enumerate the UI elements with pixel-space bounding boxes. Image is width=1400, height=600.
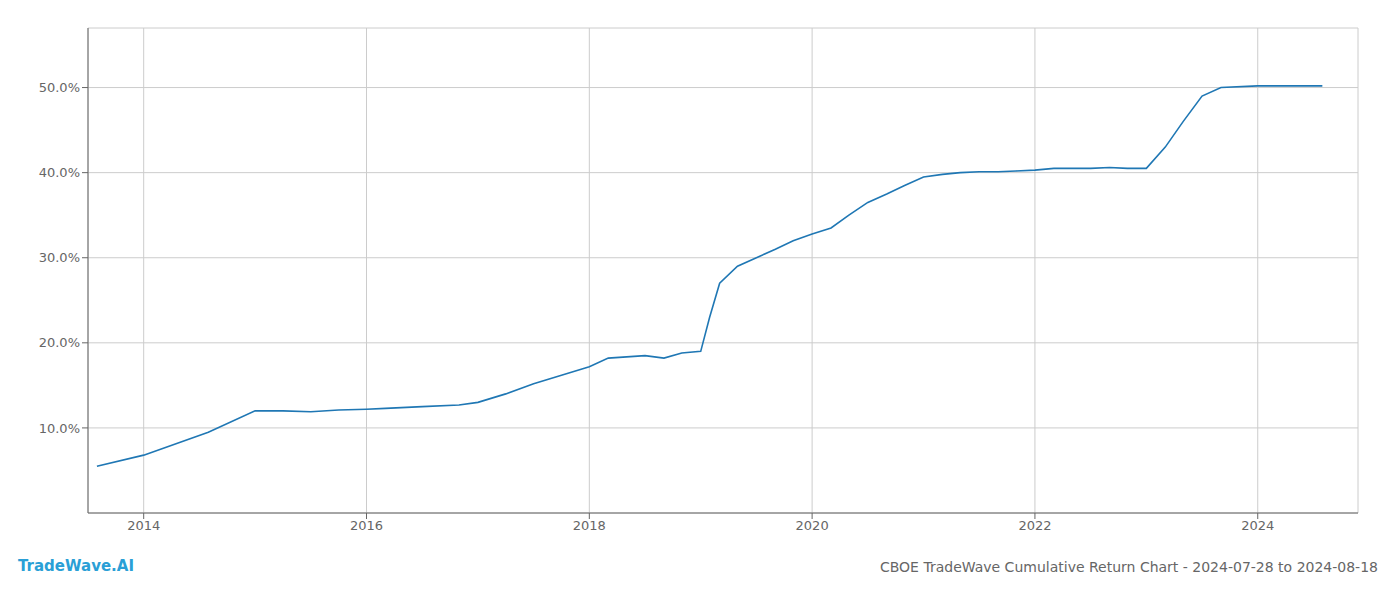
html-text:TradeWave.AI: TradeWave.AI	[18, 557, 134, 575]
html-text:CBOE TradeWave Cumulative Retu: CBOE TradeWave Cumulative Return Chart -…	[880, 559, 1378, 575]
svg-text:30.0%: 30.0%	[39, 250, 80, 265]
svg-text:10.0%: 10.0%	[39, 421, 80, 436]
svg-text:2014: 2014	[127, 518, 160, 533]
svg-text:2020: 2020	[796, 518, 829, 533]
svg-text:50.0%: 50.0%	[39, 80, 80, 95]
svg-text:2024: 2024	[1241, 518, 1274, 533]
svg-text:20.0%: 20.0%	[39, 335, 80, 350]
svg-text:2016: 2016	[350, 518, 383, 533]
svg-text:2018: 2018	[573, 518, 606, 533]
svg-text:40.0%: 40.0%	[39, 165, 80, 180]
svg-text:2022: 2022	[1018, 518, 1051, 533]
